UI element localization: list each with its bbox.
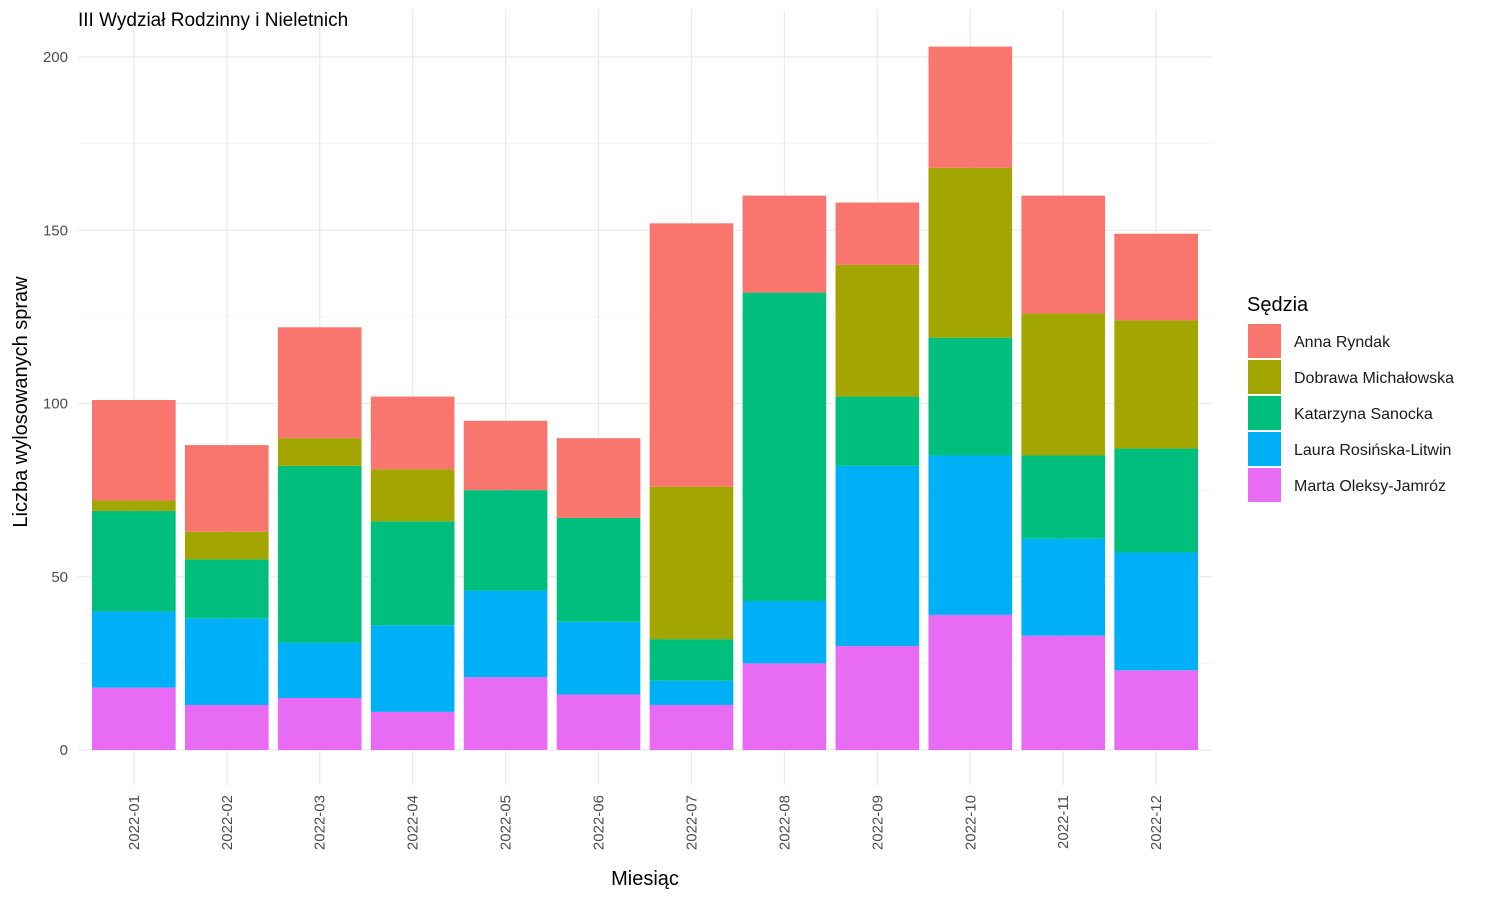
legend-label: Marta Oleksy-Jamróz (1294, 478, 1446, 495)
bar-segment (928, 455, 1013, 615)
bar-segment (1114, 670, 1198, 750)
bar-segment (1021, 195, 1106, 314)
bar-segment (835, 465, 920, 647)
x-tick-label: 2022-08 (776, 795, 793, 850)
bar-segment (92, 500, 176, 511)
bar-segment (463, 490, 548, 591)
x-tick-label: 2022-07 (683, 795, 700, 850)
bar-segment (928, 46, 1013, 168)
bar-segment (556, 694, 641, 750)
legend-label: Katarzyna Sanocka (1294, 406, 1433, 423)
bar-segment (1021, 455, 1106, 539)
bar-segment (184, 559, 269, 619)
bar-segment (277, 465, 362, 643)
y-tick-label: 0 (60, 742, 68, 759)
legend-swatch (1248, 360, 1281, 394)
y-tick-label: 200 (43, 49, 68, 66)
bar-segment (835, 646, 920, 750)
bar-segment (277, 438, 362, 466)
x-tick-label: 2022-01 (126, 795, 143, 850)
bar-segment (1114, 233, 1198, 321)
x-axis-title: Miesiąc (611, 868, 679, 890)
x-axis-ticks: 2022-01 2022-02 2022-03 2022-04 2022-05 2022-… (126, 795, 1165, 850)
bar-segment (556, 438, 641, 518)
bar-segment (463, 677, 548, 750)
bar-segment (649, 680, 734, 705)
bar-segment (742, 195, 827, 293)
bar-segment (649, 486, 734, 640)
y-tick-label: 100 (43, 396, 68, 413)
bar-segment (1114, 552, 1198, 671)
bar-segment (370, 625, 455, 712)
bar-segment (835, 396, 920, 466)
bar-segment (92, 400, 176, 501)
bar-segment (463, 420, 548, 491)
bar-segment (1114, 320, 1198, 449)
x-tick-label: 2022-09 (869, 795, 886, 850)
bar-segment (277, 642, 362, 699)
x-tick-label: 2022-06 (591, 795, 608, 850)
bar-segment (556, 621, 641, 695)
x-tick-label: 2022-10 (962, 795, 979, 850)
chart-title: III Wydział Rodzinny i Nieletnich (78, 10, 348, 31)
bar-segment (92, 611, 176, 688)
bar-segment (649, 704, 734, 750)
y-axis-title: Liczba wylosowanych spraw (10, 276, 32, 528)
bar-segment (370, 521, 455, 626)
legend-swatch (1248, 432, 1281, 466)
bar-segment (742, 663, 827, 750)
legend-swatch (1248, 324, 1281, 358)
y-tick-label: 150 (43, 222, 68, 239)
bars (92, 46, 1198, 750)
x-tick-label: 2022-12 (1148, 795, 1165, 850)
legend-label: Anna Ryndak (1294, 334, 1391, 351)
bar-segment (649, 223, 734, 487)
legend: Sędzia Anna Ryndak Dobrawa Michałowska Kat… (1247, 294, 1454, 502)
legend-label: Dobrawa Michałowska (1294, 370, 1454, 387)
bar-segment (370, 711, 455, 750)
bar-segment (463, 590, 548, 678)
bar-segment (1114, 448, 1198, 553)
legend-title: Sędzia (1247, 294, 1309, 316)
bar-segment (184, 445, 269, 532)
legend-label: Laura Rosińska-Litwin (1294, 442, 1451, 459)
bar-segment (1021, 538, 1106, 636)
bar-segment (184, 531, 269, 560)
bar-segment (370, 396, 455, 470)
bar-segment (928, 167, 1013, 338)
legend-swatch (1248, 468, 1281, 502)
x-tick-label: 2022-02 (219, 795, 236, 850)
bar-segment (835, 202, 920, 265)
y-axis-ticks: 0 50 100 150 200 (43, 49, 68, 759)
bar-segment (92, 510, 176, 612)
bar-segment (277, 698, 362, 750)
x-tick-label: 2022-05 (498, 795, 515, 850)
x-tick-label: 2022-11 (1055, 795, 1072, 849)
x-tick-label: 2022-04 (405, 795, 422, 850)
bar-segment (742, 292, 827, 602)
bar-segment (1021, 313, 1106, 456)
x-tick-label: 2022-03 (312, 795, 329, 850)
bar-segment (649, 639, 734, 681)
bar-segment (928, 614, 1013, 750)
bar-segment (835, 264, 920, 397)
legend-swatch (1248, 396, 1281, 430)
bar-segment (184, 618, 269, 705)
bar-segment (370, 469, 455, 522)
bar-segment (184, 704, 269, 750)
y-tick-label: 50 (51, 569, 68, 586)
bar-segment (92, 687, 176, 750)
bar-segment (742, 601, 827, 664)
bar-segment (928, 337, 1013, 456)
bar-segment (1021, 635, 1106, 750)
bar-segment (277, 327, 362, 439)
bar-segment (556, 517, 641, 622)
